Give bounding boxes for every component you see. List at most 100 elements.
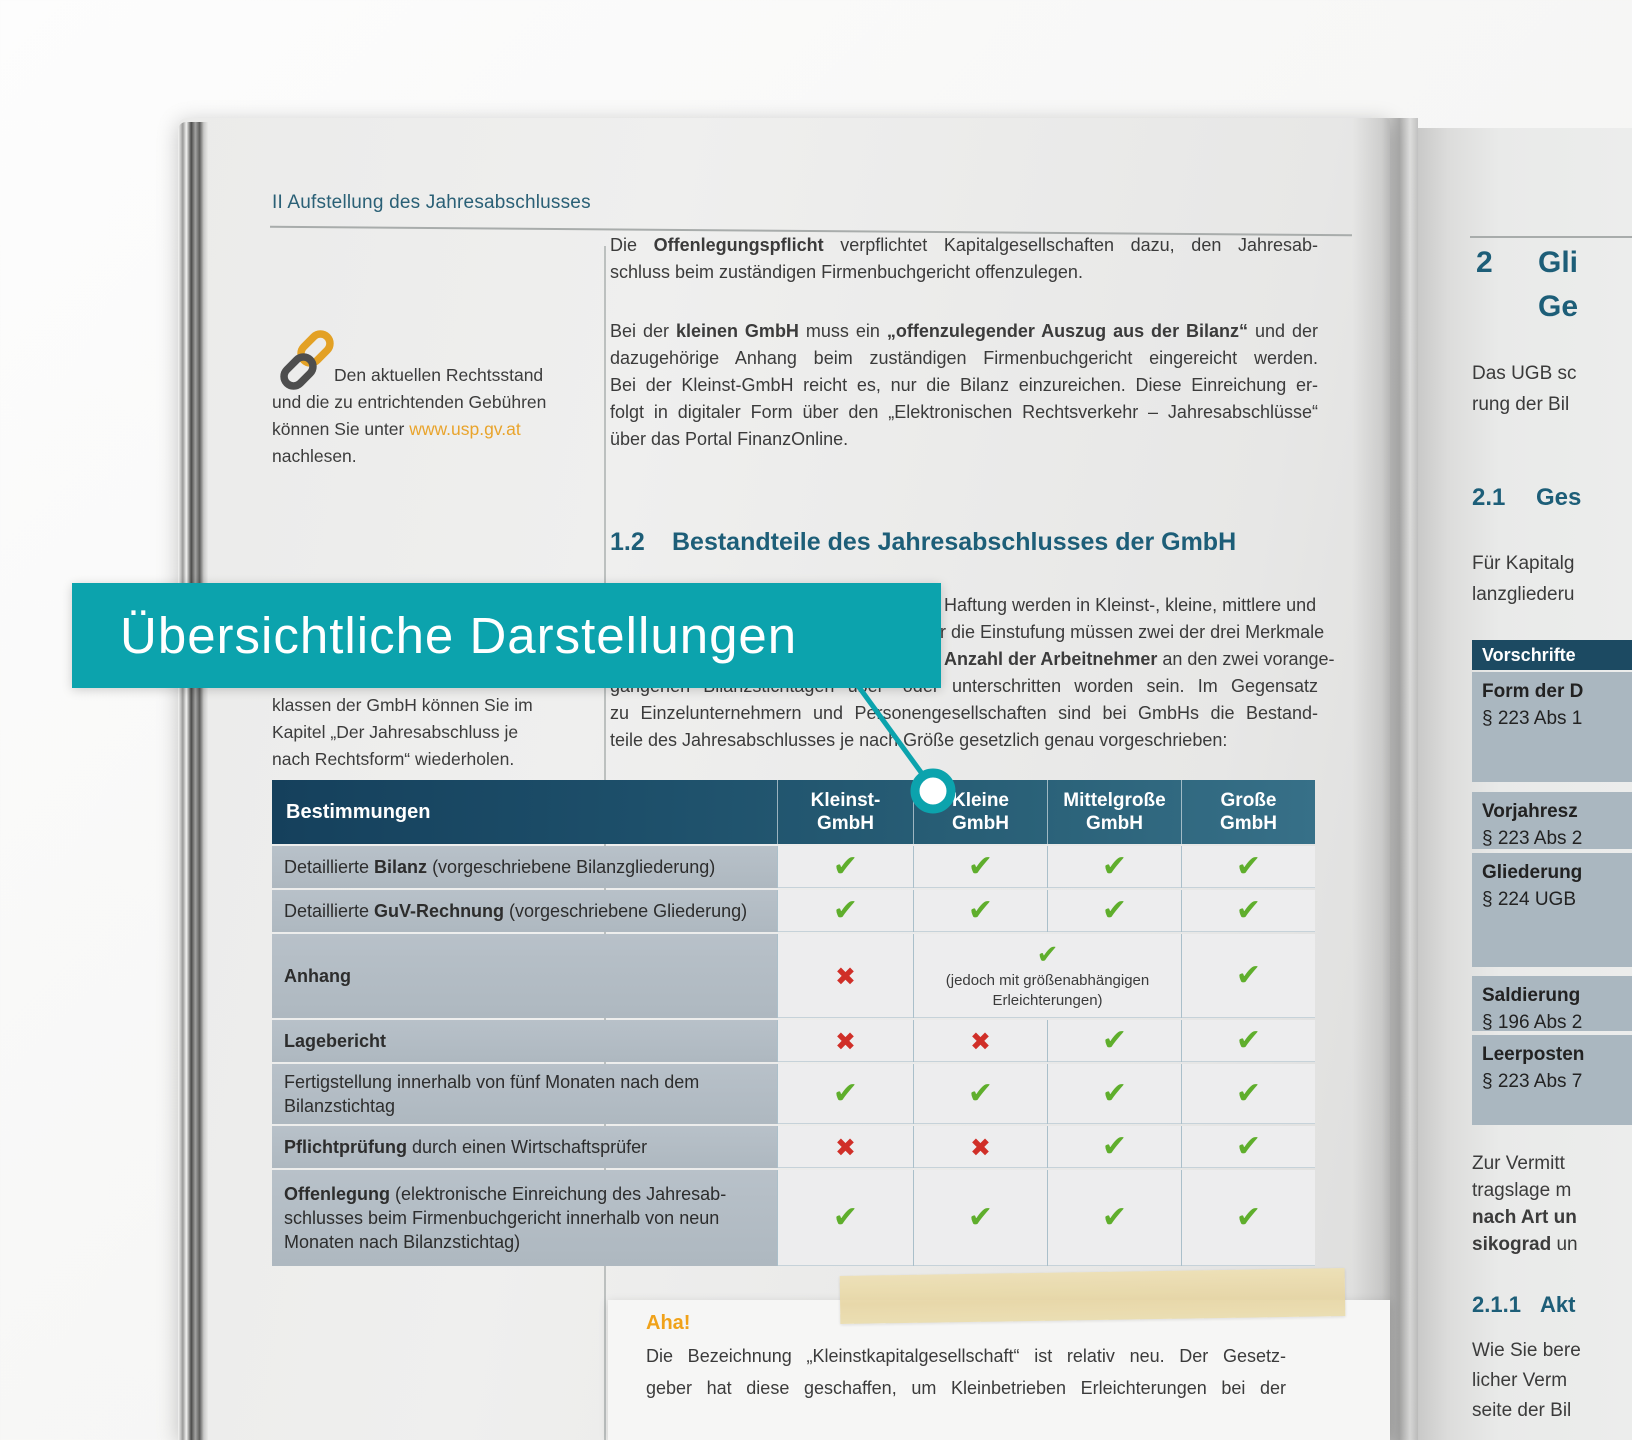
text-run: an den zwei vorange- <box>1157 649 1335 669</box>
table-cell: ✔ <box>913 846 1047 888</box>
table-row: Fertigstellung innerhalb von fünf Monate… <box>272 1064 1315 1124</box>
section-heading-1-2: 1.2 Bestandteile des Jahresabschlusses de… <box>610 528 1236 557</box>
check-icon: ✔ <box>1235 958 1262 993</box>
link-icon <box>280 330 334 395</box>
row-label: Fertigstellung innerhalb von fünf Monate… <box>272 1064 777 1124</box>
margin-note-text: nachlesen. <box>272 446 357 466</box>
table-cell: ✖ <box>777 1020 913 1062</box>
table-cell: ✔ <box>1047 846 1181 888</box>
text-line: dazugehörige Anhang beim zuständigen Fir… <box>610 345 1318 372</box>
table-cell: ✔ <box>777 1170 913 1266</box>
check-icon: ✔ <box>1101 893 1128 928</box>
check-icon: ✔ <box>967 849 994 884</box>
check-icon: ✔ <box>1235 1200 1262 1235</box>
text-line: sikograd un <box>1472 1231 1632 1258</box>
text-run: Bei der <box>610 321 676 341</box>
table-row: Pflichtprüfung durch einen Wirtschaftspr… <box>272 1126 1315 1168</box>
check-icon: ✔ <box>1036 939 1059 970</box>
aha-text: Die Bezeichnung „Kleinstkapitalgesellsch… <box>646 1340 1286 1404</box>
text-run: Die Bezeichnung „Kleinstkapitalgesellsch… <box>646 1346 1286 1366</box>
table-row: Detaillierte Bilanz (vorgeschriebene Bil… <box>272 846 1315 888</box>
check-icon: ✔ <box>1101 1076 1128 1111</box>
text-run: (elektronische Einreichung des Jahresab-… <box>284 1184 727 1252</box>
section-heading-2-1-1: 2.1.1 Akt <box>1472 1292 1575 1318</box>
right-page <box>1418 128 1632 1440</box>
cross-icon: ✖ <box>970 1026 991 1056</box>
text-line: Bei der Kleinst-GmbH reicht es, nur die … <box>610 372 1318 399</box>
table-cell: ✔ <box>1181 890 1315 932</box>
tape-graphic <box>839 1268 1346 1324</box>
table-cell: ✖ <box>913 1126 1047 1168</box>
table-row: Offenlegung (elektronische Einreichung d… <box>272 1170 1315 1266</box>
text-run: klassen der GmbH können Sie im <box>272 695 533 715</box>
aha-title: Aha! <box>646 1312 691 1334</box>
right-paragraph-4: Wie Sie bere licher Verm seite der Bil <box>1472 1336 1632 1426</box>
text-line: Kapitel „Der Jahresabschluss je <box>272 719 602 746</box>
table-cell: ✔ (jedoch mit größenabhängigen Erleichter… <box>913 934 1181 1018</box>
table-cell: ✔ <box>777 846 913 888</box>
column-header: Große GmbH <box>1181 780 1315 844</box>
text-line: Die Bezeichnung „Kleinstkapitalgesellsch… <box>646 1340 1286 1372</box>
text-run: Bei der Kleinst-GmbH reicht es, nur die … <box>610 375 1318 395</box>
text-run: nach Art un <box>1472 1207 1577 1228</box>
row-legal-ref: § 223 Abs 1 <box>1482 708 1583 729</box>
check-icon: ✔ <box>832 1076 859 1111</box>
text-run: und der <box>1248 321 1319 341</box>
table-cell: ✔ <box>1181 934 1315 1018</box>
column-header: Kleine GmbH <box>913 780 1047 844</box>
text-run: Das UGB sc <box>1472 363 1577 384</box>
text-run: kleinen GmbH <box>675 321 799 341</box>
table-row: Lagebericht ✖ ✖ ✔ ✔ <box>272 1020 1315 1062</box>
text-line: lanzgliederu <box>1472 579 1632 610</box>
text-line: Zur Vermitt <box>1472 1150 1632 1177</box>
row-legal-ref: § 224 UGB <box>1482 889 1576 910</box>
text-run: Detaillierte <box>284 901 375 921</box>
text-line: Anzahl der Arbeitnehmer an den zwei vora… <box>944 646 1334 673</box>
text-run: teile des Jahresabschlusses je nach Größ… <box>610 730 1228 750</box>
chapter-title-line2: Ge <box>1538 290 1579 323</box>
table-cell: ✖ <box>777 1126 913 1168</box>
text-run: durch einen Wirtschaftsprüfer <box>406 1137 648 1157</box>
text-line: zu Einzelunternehmern und Personengesell… <box>610 700 1318 727</box>
row-title: Vorjahresz <box>1482 801 1578 822</box>
text-run: schluss beim zuständigen Firmenbuchgeric… <box>610 262 1083 282</box>
table-row: Gliederung § 224 UGB <box>1472 853 1632 967</box>
table-cell: ✔ <box>913 1170 1047 1266</box>
check-icon: ✔ <box>1235 1076 1262 1111</box>
table-cell: ✔ <box>1181 1064 1315 1124</box>
text-line: teile des Jahresabschlusses je nach Größ… <box>610 727 1318 754</box>
text-run: Die <box>610 235 654 255</box>
column-header: Kleinst- GmbH <box>777 780 913 844</box>
check-icon: ✔ <box>1101 1129 1128 1164</box>
cross-icon: ✖ <box>835 1132 856 1162</box>
table-row: Detaillierte GuV-Rechnung (vorgeschriebe… <box>272 890 1315 932</box>
table-cell: ✔ <box>1047 1020 1181 1062</box>
table-cell: ✔ <box>1181 1020 1315 1062</box>
text-line: schluss beim zuständigen Firmenbuchgeric… <box>610 259 1318 286</box>
section-number: 1.2 <box>610 528 645 556</box>
table-row: Saldierung § 196 Abs 2 <box>1472 976 1632 1031</box>
table-cell: ✔ <box>1047 1126 1181 1168</box>
margin-note-size-classes: klassen der GmbH können Sie im Kapitel „D… <box>272 692 602 773</box>
text-line: über das Portal FinanzOnline. <box>610 426 1318 453</box>
table-row: Form der D § 223 Abs 1 <box>1472 672 1632 782</box>
right-page-rule <box>1470 236 1632 238</box>
row-title: Saldierung <box>1482 985 1581 1006</box>
text-line: folgt in digitaler Form über den „Elektr… <box>610 399 1318 426</box>
table-cell: ✖ <box>777 934 913 1018</box>
text-run: geber hat diese geschaffen, um Kleinbetr… <box>646 1378 1286 1398</box>
text-run: „offenzulegender Auszug aus der Bilanz“ <box>886 321 1249 341</box>
check-icon: ✔ <box>967 1076 994 1111</box>
text-line: r die Einstufung müssen zwei der drei Me… <box>940 619 1324 646</box>
text-run: Offenlegung <box>284 1184 390 1204</box>
row-label: Pflichtprüfung durch einen Wirtschaftspr… <box>272 1126 777 1168</box>
margin-note-text: Den aktuellen Rechtsstand und die zu ent… <box>272 365 547 439</box>
gmbh-comparison-table: Bestimmungen Kleinst- GmbH Kleine GmbH Mitt… <box>272 780 1315 1266</box>
table-cell: ✔ <box>1047 890 1181 932</box>
section-number: 2.1 <box>1472 484 1506 511</box>
check-icon: ✔ <box>1235 849 1262 884</box>
table-cell: ✔ <box>777 1064 913 1124</box>
right-paragraph-3: Zur Vermitt tragslage m nach Art un sikogra… <box>1472 1150 1632 1258</box>
column-header-bestimmungen: Bestimmungen <box>286 800 431 823</box>
